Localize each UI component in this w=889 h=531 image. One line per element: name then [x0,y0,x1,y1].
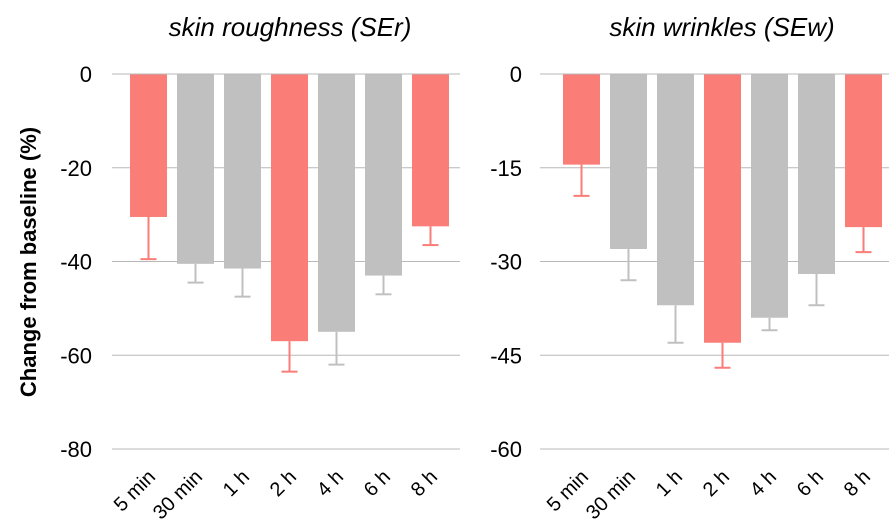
bar [271,74,308,342]
chart-title-wrinkles: skin wrinkles (SEw) [609,12,834,42]
y-tick-label: -20 [60,156,92,181]
y-tick-label: -15 [490,156,522,181]
bar [563,74,600,165]
x-tick-label: 2 h [266,466,301,501]
bar [224,74,261,269]
y-tick-label: -60 [490,437,522,462]
x-tick-label: 30 min [582,466,640,524]
bar [318,74,355,332]
x-tick-label: 4 h [313,466,348,501]
x-tick-label: 2 h [699,466,734,501]
bar [704,74,741,343]
y-tick-label: 0 [510,62,522,87]
bar [177,74,214,264]
x-tick-label: 6 h [793,466,828,501]
x-tick-label: 1 h [219,466,254,501]
y-tick-label: -60 [60,343,92,368]
x-tick-label: 6 h [360,466,395,501]
bar [798,74,835,274]
x-tick-label: 8 h [407,466,442,501]
chart-title-roughness: skin roughness (SEr) [169,12,412,42]
y-tick-label: -30 [490,250,522,275]
y-axis-label: Change from baseline (%) [16,127,41,397]
bar [365,74,402,276]
bar [751,74,788,318]
y-tick-label: -80 [60,437,92,462]
y-tick-label: 0 [80,62,92,87]
bar [412,74,449,227]
bar [657,74,694,306]
y-tick-label: -40 [60,250,92,275]
bar [610,74,647,249]
x-tick-label: 4 h [746,466,781,501]
x-tick-label: 1 h [652,466,687,501]
bar [845,74,882,228]
x-tick-label: 30 min [149,466,207,524]
y-tick-label: -45 [490,343,522,368]
x-tick-label: 8 h [840,466,875,501]
bar [130,74,167,217]
